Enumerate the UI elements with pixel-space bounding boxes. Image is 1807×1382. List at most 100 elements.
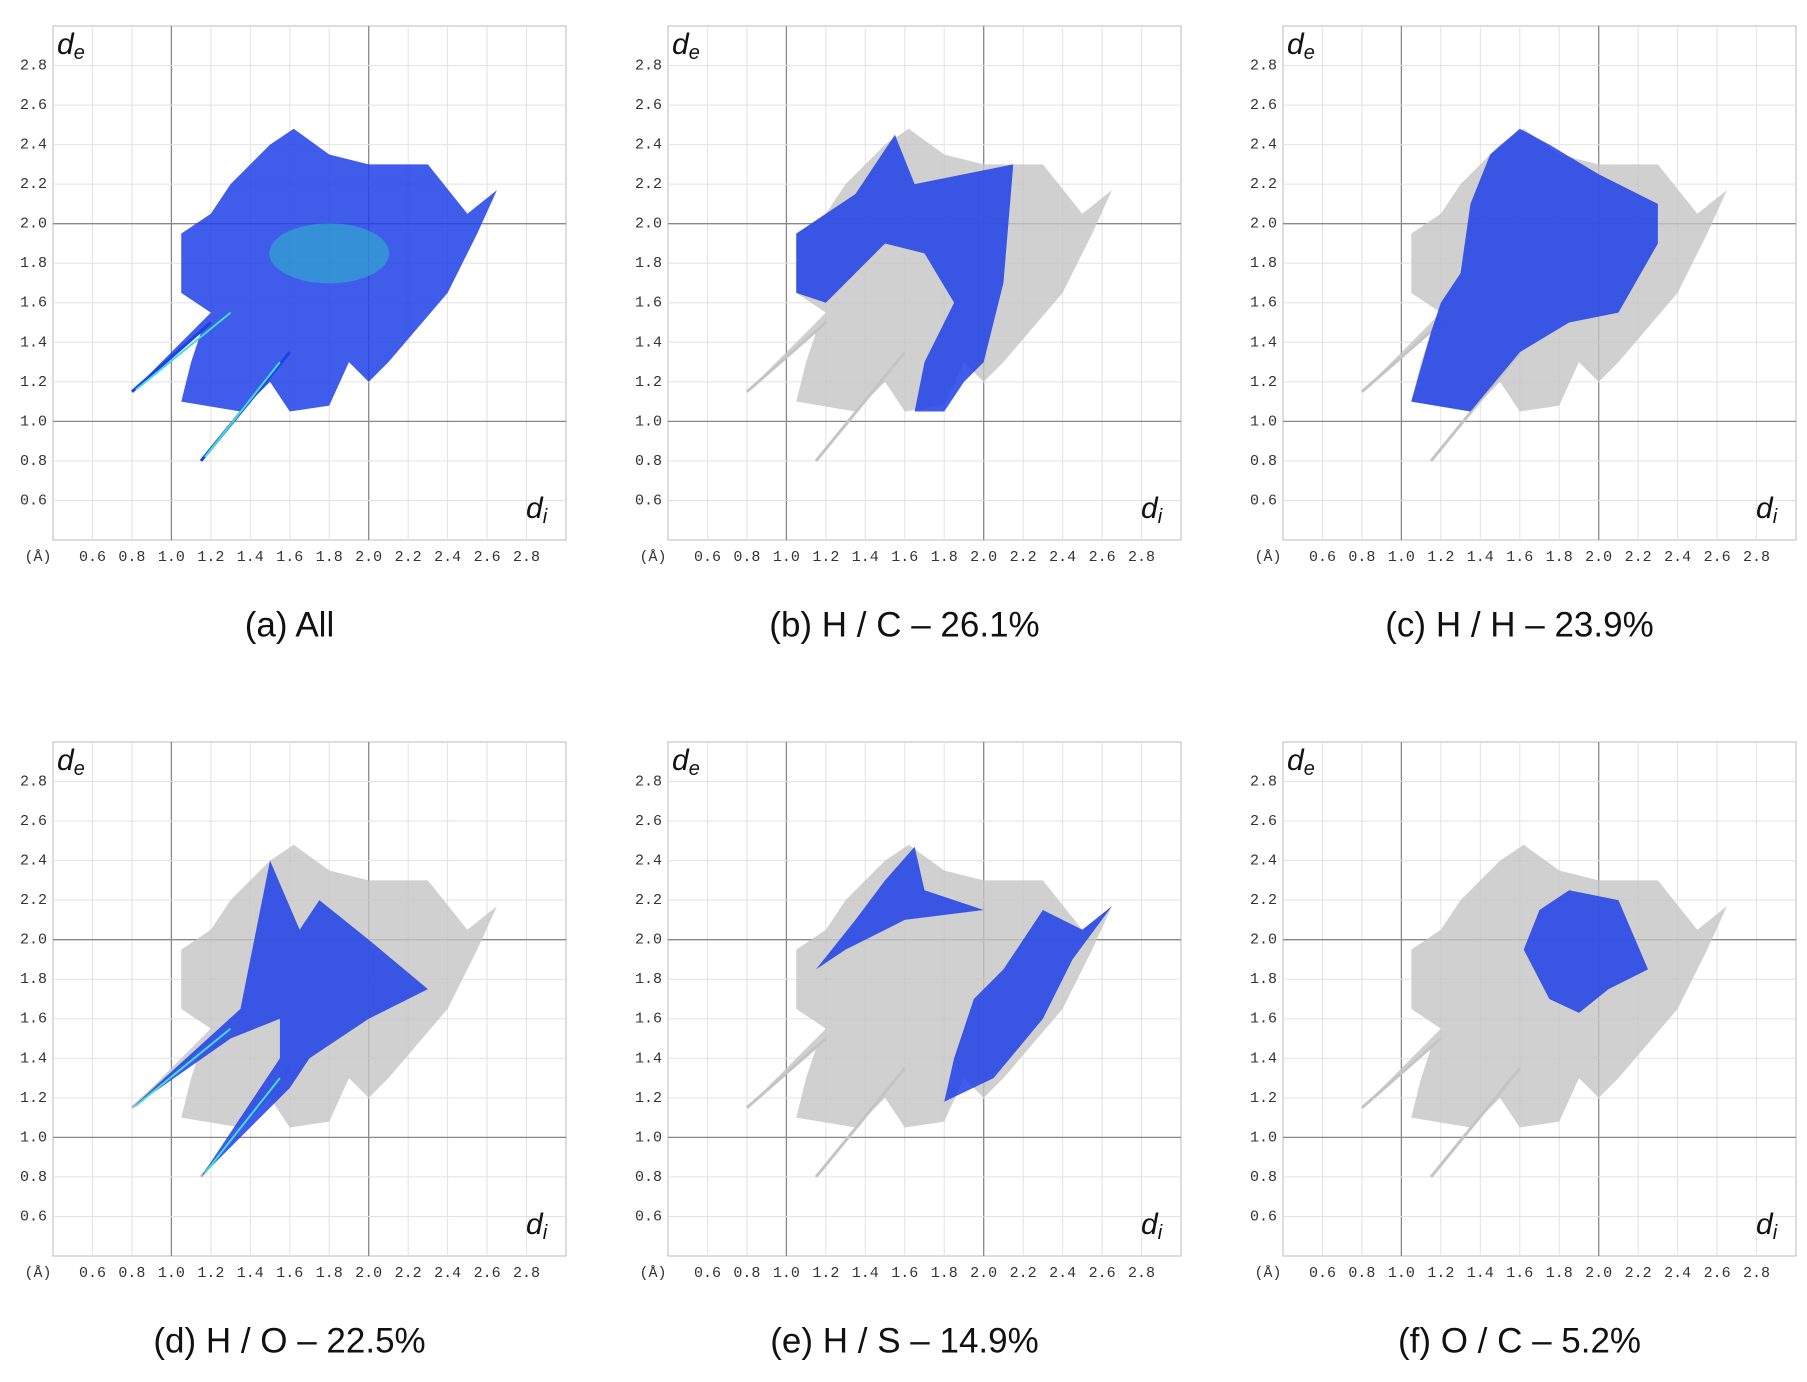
contact-region (1523, 890, 1649, 1013)
y-tick-label: 1.2 (1250, 1090, 1277, 1107)
x-tick-label: 2.0 (1585, 1265, 1612, 1282)
x-tick-label: 1.6 (1506, 549, 1533, 566)
y-tick-label: 2.8 (635, 774, 662, 791)
x-tick-label: 0.8 (733, 549, 760, 566)
x-axis-label: di (1141, 492, 1163, 528)
y-tick-label: 1.4 (20, 1050, 47, 1067)
x-tick-label: 1.6 (276, 1265, 303, 1282)
y-tick-label: 1.6 (1250, 1011, 1277, 1028)
y-tick-label: 1.8 (20, 971, 47, 988)
y-tick-label: 1.0 (1250, 1129, 1277, 1146)
y-tick-label: 0.8 (1250, 453, 1277, 470)
fingerprint-spike (130, 321, 212, 393)
y-tick-label: 1.0 (635, 1129, 662, 1146)
y-tick-label: 2.2 (1250, 176, 1277, 193)
x-tick-label: 2.4 (434, 1265, 461, 1282)
x-tick-label: 1.8 (1546, 1265, 1573, 1282)
x-tick-label: 1.8 (316, 549, 343, 566)
axis-label-main: d (672, 28, 690, 61)
x-tick-label: 0.6 (694, 1265, 721, 1282)
y-tick-label: 1.8 (1250, 255, 1277, 272)
x-tick-label: 2.6 (474, 549, 501, 566)
contact-region (815, 846, 984, 970)
x-tick-label: 2.2 (1010, 549, 1037, 566)
axis-label-sub: i (1158, 1222, 1163, 1244)
fingerprint-spike (1360, 1037, 1442, 1109)
x-tick-label: 2.0 (970, 549, 997, 566)
y-tick-label: 1.6 (635, 295, 662, 312)
x-tick-label: 2.8 (513, 1265, 540, 1282)
x-tick-label: 2.8 (1743, 1265, 1770, 1282)
y-tick-label: 1.2 (20, 1090, 47, 1107)
x-tick-label: 2.2 (395, 1265, 422, 1282)
fingerprint-spike (1360, 321, 1442, 393)
plot-frame (52, 741, 567, 1257)
y-axis-label: de (1287, 28, 1315, 64)
caption: (d) H / O – 22.5% (153, 1321, 425, 1360)
x-axis-label: di (526, 1208, 548, 1244)
x-tick-label: 1.8 (931, 549, 958, 566)
y-tick-label: 2.2 (1250, 892, 1277, 909)
y-tick-label: 2.6 (20, 813, 47, 830)
x-tick-label: 2.8 (1128, 549, 1155, 566)
fingerprint-spike (745, 1037, 827, 1109)
x-tick-label: 2.8 (1743, 549, 1770, 566)
x-tick-label: 2.6 (1089, 549, 1116, 566)
contact-region (796, 134, 1014, 412)
fingerprint-spike (814, 351, 906, 462)
axis-label-sub: i (1773, 506, 1778, 528)
x-tick-label: 0.8 (1348, 1265, 1375, 1282)
y-tick-label: 1.6 (20, 295, 47, 312)
caption: (b) H / C – 26.1% (769, 605, 1039, 644)
contact-region (944, 906, 1112, 1102)
x-axis-label: di (1756, 492, 1778, 528)
x-tick-label: 2.2 (1010, 1265, 1037, 1282)
y-tick-label: 2.2 (20, 892, 47, 909)
x-tick-label: 0.6 (79, 1265, 106, 1282)
x-tick-label: 1.8 (931, 1265, 958, 1282)
y-tick-label: 0.6 (1250, 492, 1277, 509)
panel: 0.6 0.8 1.0 1.2 1.4 1.6 1.8 2.0 2.2 2.4 2.6 2.8 0.6 0… (20, 25, 567, 644)
y-axis-label: de (1287, 744, 1315, 780)
y-tick-label: 1.4 (20, 334, 47, 351)
y-tick-label: 1.2 (635, 1090, 662, 1107)
unit-label: (Å) (24, 1265, 51, 1282)
y-tick-label: 0.8 (20, 1169, 47, 1186)
y-tick-label: 0.8 (20, 453, 47, 470)
y-axis-label: de (57, 28, 85, 64)
y-tick-label: 2.0 (20, 932, 47, 949)
density-patch (269, 223, 390, 284)
x-tick-label: 1.6 (276, 549, 303, 566)
caption: (e) H / S – 14.9% (770, 1321, 1038, 1360)
axis-label-main: d (526, 492, 544, 525)
plot-frame (667, 741, 1182, 1257)
panel: 0.6 0.8 1.0 1.2 1.4 1.6 1.8 2.0 2.2 2.4 2.6 2.8 0.6 0… (1250, 741, 1797, 1360)
x-tick-label: 1.8 (316, 1265, 343, 1282)
unit-label: (Å) (1254, 549, 1281, 566)
x-tick-label: 1.0 (158, 1265, 185, 1282)
x-tick-label: 2.0 (355, 549, 382, 566)
fingerprint-spike (1429, 351, 1521, 462)
x-tick-label: 2.4 (1049, 549, 1076, 566)
x-tick-label: 2.8 (1128, 1265, 1155, 1282)
plot-frame (667, 25, 1182, 541)
contact-region (1411, 128, 1658, 412)
y-tick-label: 2.4 (1250, 137, 1277, 154)
x-tick-label: 1.2 (1427, 549, 1454, 566)
y-tick-label: 2.0 (635, 932, 662, 949)
y-tick-label: 1.8 (1250, 971, 1277, 988)
x-tick-label: 1.2 (812, 1265, 839, 1282)
x-tick-label: 1.6 (891, 1265, 918, 1282)
y-tick-label: 1.4 (1250, 334, 1277, 351)
x-tick-label: 1.4 (237, 549, 264, 566)
axis-label-sub: i (1158, 506, 1163, 528)
density-streak (135, 311, 232, 391)
panel: 0.6 0.8 1.0 1.2 1.4 1.6 1.8 2.0 2.2 2.4 2.6 2.8 0.6 0… (635, 25, 1182, 644)
x-tick-label: 1.0 (1388, 549, 1415, 566)
x-tick-label: 2.6 (1704, 549, 1731, 566)
axis-label-main: d (1756, 1208, 1774, 1241)
x-tick-label: 0.6 (1309, 549, 1336, 566)
y-tick-label: 0.8 (635, 1169, 662, 1186)
x-tick-label: 2.4 (1664, 549, 1691, 566)
y-tick-label: 2.6 (20, 97, 47, 114)
